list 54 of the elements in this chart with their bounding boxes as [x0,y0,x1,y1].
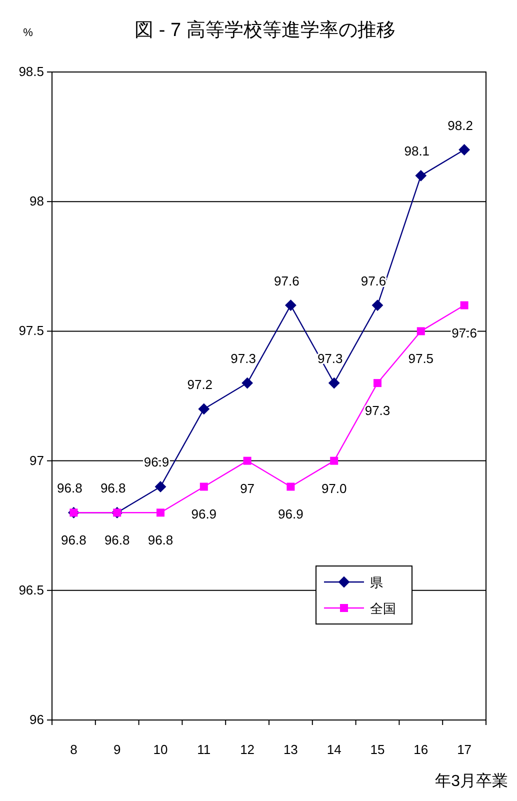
y-tick-label: 98 [30,194,44,209]
y-tick-label: 98.5 [18,64,44,79]
legend-label: 全国 [370,601,396,616]
point [330,456,338,465]
data-label: 97.2 [187,376,213,392]
x-tick-label: 14 [326,742,342,757]
x-tick-label: 15 [370,742,385,757]
x-tick-label: 16 [414,742,428,757]
x-tick-label: 13 [283,742,298,757]
data-label: 98.2 [448,118,473,133]
point [416,327,425,336]
data-label: 96.8 [100,480,126,496]
x-axis-title: 年3月卒業 [435,772,508,790]
point [374,379,382,388]
point [460,301,468,310]
legend-label: 県 [370,575,383,590]
x-tick-label: 8 [70,742,78,757]
point [328,378,340,389]
point [200,482,208,491]
point [198,403,210,414]
data-label: 97 [240,480,255,496]
y-axis-title: % [23,27,34,39]
point [458,144,470,156]
x-tick-label: 9 [113,742,121,757]
point [285,300,296,311]
data-label: 97.3 [230,351,256,366]
data-label: 96.8 [148,532,174,548]
data-label: 96.8 [104,532,130,548]
data-label: 96.9 [278,506,304,522]
point [372,300,383,311]
data-label: 96.8 [61,532,86,548]
data-label: 96.9 [191,506,217,522]
data-label: 97.0 [321,480,347,496]
data-label: 97.6 [274,273,300,288]
data-label: 96.8 [57,480,82,496]
y-tick-label: 97 [30,452,44,468]
y-tick-label: 96.5 [18,582,44,598]
x-tick-label: 12 [240,742,255,757]
point [243,456,252,465]
point [415,170,426,182]
x-tick-label: 17 [457,742,472,757]
point [155,481,166,492]
y-tick-label: 96 [30,712,44,727]
x-tick-label: 11 [197,742,211,757]
point [286,482,295,491]
chart-title: 図 - 7 高等学校等進学率の推移 [134,19,396,41]
data-label: 97.5 [408,351,434,366]
point [242,378,253,389]
y-tick-label: 97.5 [18,323,44,338]
point [156,508,164,517]
data-label: 98.1 [404,144,430,159]
data-label: 97.3 [364,403,390,418]
x-tick-label: 10 [153,742,168,757]
data-label: 97.6 [360,273,386,288]
